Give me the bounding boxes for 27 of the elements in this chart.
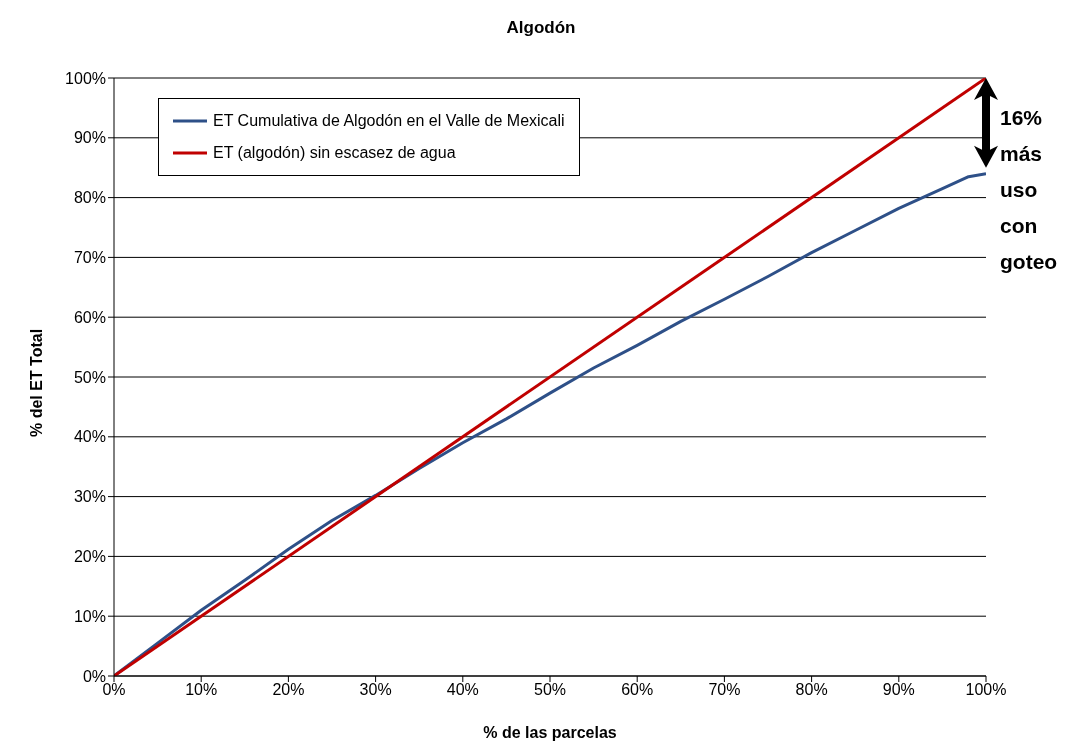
x-tick-label: 30% [359, 681, 392, 699]
y-tick-label: 60% [73, 308, 106, 326]
x-tick-label: 80% [795, 681, 828, 699]
y-tick-label: 50% [73, 368, 106, 386]
y-tick-label: 90% [73, 129, 106, 147]
x-tick-label: 60% [621, 681, 654, 699]
text: 16% más uso con goteo [1000, 105, 1059, 275]
y-axis-title: % del ET Total [27, 328, 45, 437]
x-axis-title: % de las parcelas [483, 724, 617, 741]
x-tick-label: 0% [102, 681, 126, 699]
x-tick-label: 50% [533, 681, 567, 699]
y-tick-label: 40% [73, 428, 106, 446]
x-tick-label: 100% [965, 681, 1007, 699]
y-tick-label: 20% [73, 548, 106, 566]
y-tick-label: 70% [73, 249, 106, 267]
legend-label: ET Cumulativa de Algodón en el Valle de Mexicali [213, 111, 565, 131]
y-tick-label: 100% [65, 69, 106, 87]
y-tick-label: 30% [73, 488, 106, 506]
x-tick-label: 40% [446, 681, 479, 699]
legend-label: ET (algodón) sin escasez de agua [213, 143, 456, 163]
x-tick-label: 70% [708, 681, 741, 699]
chart-title: Algodón [505, 18, 577, 38]
x-tick-label: 20% [272, 681, 305, 699]
y-tick-label: 80% [73, 189, 106, 207]
y-tick-label: 10% [73, 607, 106, 625]
x-tick-label: 90% [882, 681, 915, 699]
x-tick-label: 10% [185, 681, 218, 699]
